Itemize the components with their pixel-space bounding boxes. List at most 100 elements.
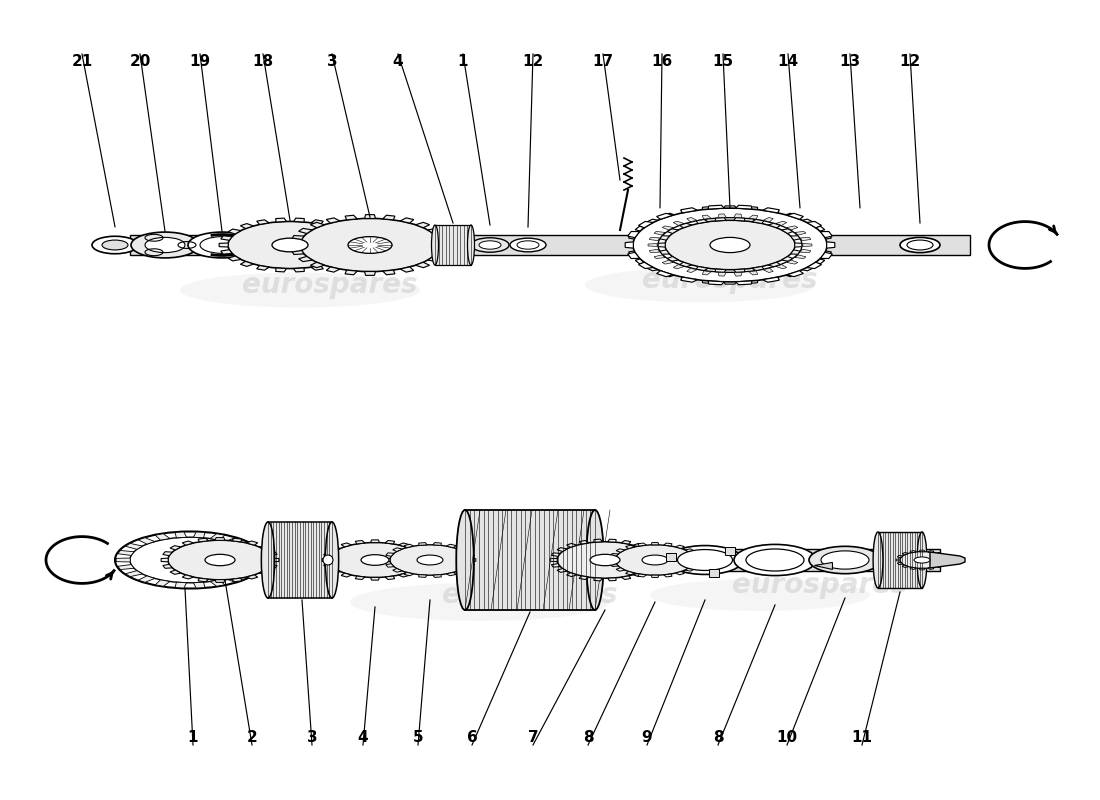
Polygon shape: [125, 570, 143, 577]
Polygon shape: [594, 539, 603, 542]
Polygon shape: [696, 219, 708, 223]
Ellipse shape: [471, 238, 509, 252]
Ellipse shape: [131, 232, 199, 258]
Ellipse shape: [914, 557, 929, 563]
Polygon shape: [345, 270, 358, 274]
Polygon shape: [292, 235, 304, 240]
Polygon shape: [566, 543, 576, 547]
Polygon shape: [458, 569, 468, 572]
Ellipse shape: [431, 225, 439, 265]
Polygon shape: [400, 267, 414, 272]
Ellipse shape: [632, 208, 827, 282]
Polygon shape: [910, 567, 916, 570]
Ellipse shape: [734, 545, 816, 575]
Ellipse shape: [180, 273, 420, 307]
Polygon shape: [800, 219, 814, 225]
Polygon shape: [210, 534, 224, 540]
Polygon shape: [386, 564, 394, 567]
Polygon shape: [673, 265, 684, 269]
Polygon shape: [221, 250, 232, 254]
Polygon shape: [762, 208, 779, 213]
Text: 1: 1: [188, 730, 198, 746]
Polygon shape: [898, 562, 903, 565]
Ellipse shape: [326, 522, 339, 598]
Polygon shape: [724, 281, 736, 284]
Polygon shape: [791, 250, 800, 254]
Polygon shape: [942, 562, 947, 565]
Ellipse shape: [586, 510, 604, 610]
Polygon shape: [663, 574, 672, 577]
Polygon shape: [198, 538, 209, 542]
Ellipse shape: [517, 241, 539, 249]
Polygon shape: [163, 552, 173, 556]
Polygon shape: [130, 235, 970, 255]
Polygon shape: [327, 218, 340, 223]
Polygon shape: [246, 550, 262, 555]
Polygon shape: [436, 235, 449, 240]
Polygon shape: [183, 575, 194, 579]
Polygon shape: [364, 214, 375, 218]
Polygon shape: [821, 250, 832, 255]
Polygon shape: [786, 214, 803, 219]
Polygon shape: [258, 546, 270, 550]
Polygon shape: [638, 262, 653, 269]
Polygon shape: [681, 276, 694, 281]
Polygon shape: [920, 550, 925, 552]
Polygon shape: [638, 574, 647, 577]
Polygon shape: [768, 262, 780, 266]
Polygon shape: [428, 257, 441, 262]
Polygon shape: [219, 243, 228, 247]
Polygon shape: [710, 569, 719, 577]
Polygon shape: [466, 564, 474, 567]
Ellipse shape: [873, 532, 883, 588]
Ellipse shape: [585, 267, 815, 302]
Text: 8: 8: [583, 730, 593, 746]
Text: 8: 8: [713, 730, 724, 746]
Polygon shape: [393, 548, 403, 551]
Polygon shape: [626, 546, 635, 549]
Polygon shape: [130, 549, 940, 571]
Polygon shape: [163, 564, 173, 568]
Polygon shape: [323, 564, 333, 567]
Polygon shape: [311, 220, 323, 225]
Text: 21: 21: [72, 54, 92, 70]
Polygon shape: [465, 510, 595, 610]
Polygon shape: [680, 223, 692, 228]
Polygon shape: [821, 231, 833, 238]
Polygon shape: [364, 271, 375, 275]
Polygon shape: [878, 532, 922, 588]
Polygon shape: [652, 558, 660, 562]
Polygon shape: [806, 262, 822, 269]
Polygon shape: [763, 268, 773, 273]
Ellipse shape: [510, 238, 546, 252]
Polygon shape: [936, 553, 942, 555]
Polygon shape: [386, 553, 394, 556]
Polygon shape: [768, 223, 780, 228]
Polygon shape: [660, 250, 670, 254]
Polygon shape: [610, 563, 618, 566]
Ellipse shape: [456, 510, 474, 610]
Polygon shape: [400, 218, 414, 223]
Polygon shape: [330, 569, 341, 573]
Polygon shape: [355, 576, 365, 579]
Ellipse shape: [188, 232, 256, 258]
Polygon shape: [246, 541, 257, 545]
Polygon shape: [216, 538, 224, 540]
Ellipse shape: [228, 222, 352, 269]
Polygon shape: [118, 565, 134, 570]
Polygon shape: [393, 569, 403, 572]
Text: eurospares: eurospares: [642, 266, 817, 294]
Ellipse shape: [300, 218, 440, 272]
Ellipse shape: [678, 550, 733, 570]
Polygon shape: [238, 543, 254, 550]
Polygon shape: [821, 252, 833, 258]
Polygon shape: [404, 572, 414, 576]
Polygon shape: [322, 558, 329, 562]
Ellipse shape: [145, 238, 185, 253]
Polygon shape: [436, 250, 449, 254]
Polygon shape: [416, 222, 430, 228]
Polygon shape: [668, 229, 679, 234]
Polygon shape: [708, 206, 725, 209]
Polygon shape: [763, 218, 773, 222]
Polygon shape: [440, 243, 450, 247]
